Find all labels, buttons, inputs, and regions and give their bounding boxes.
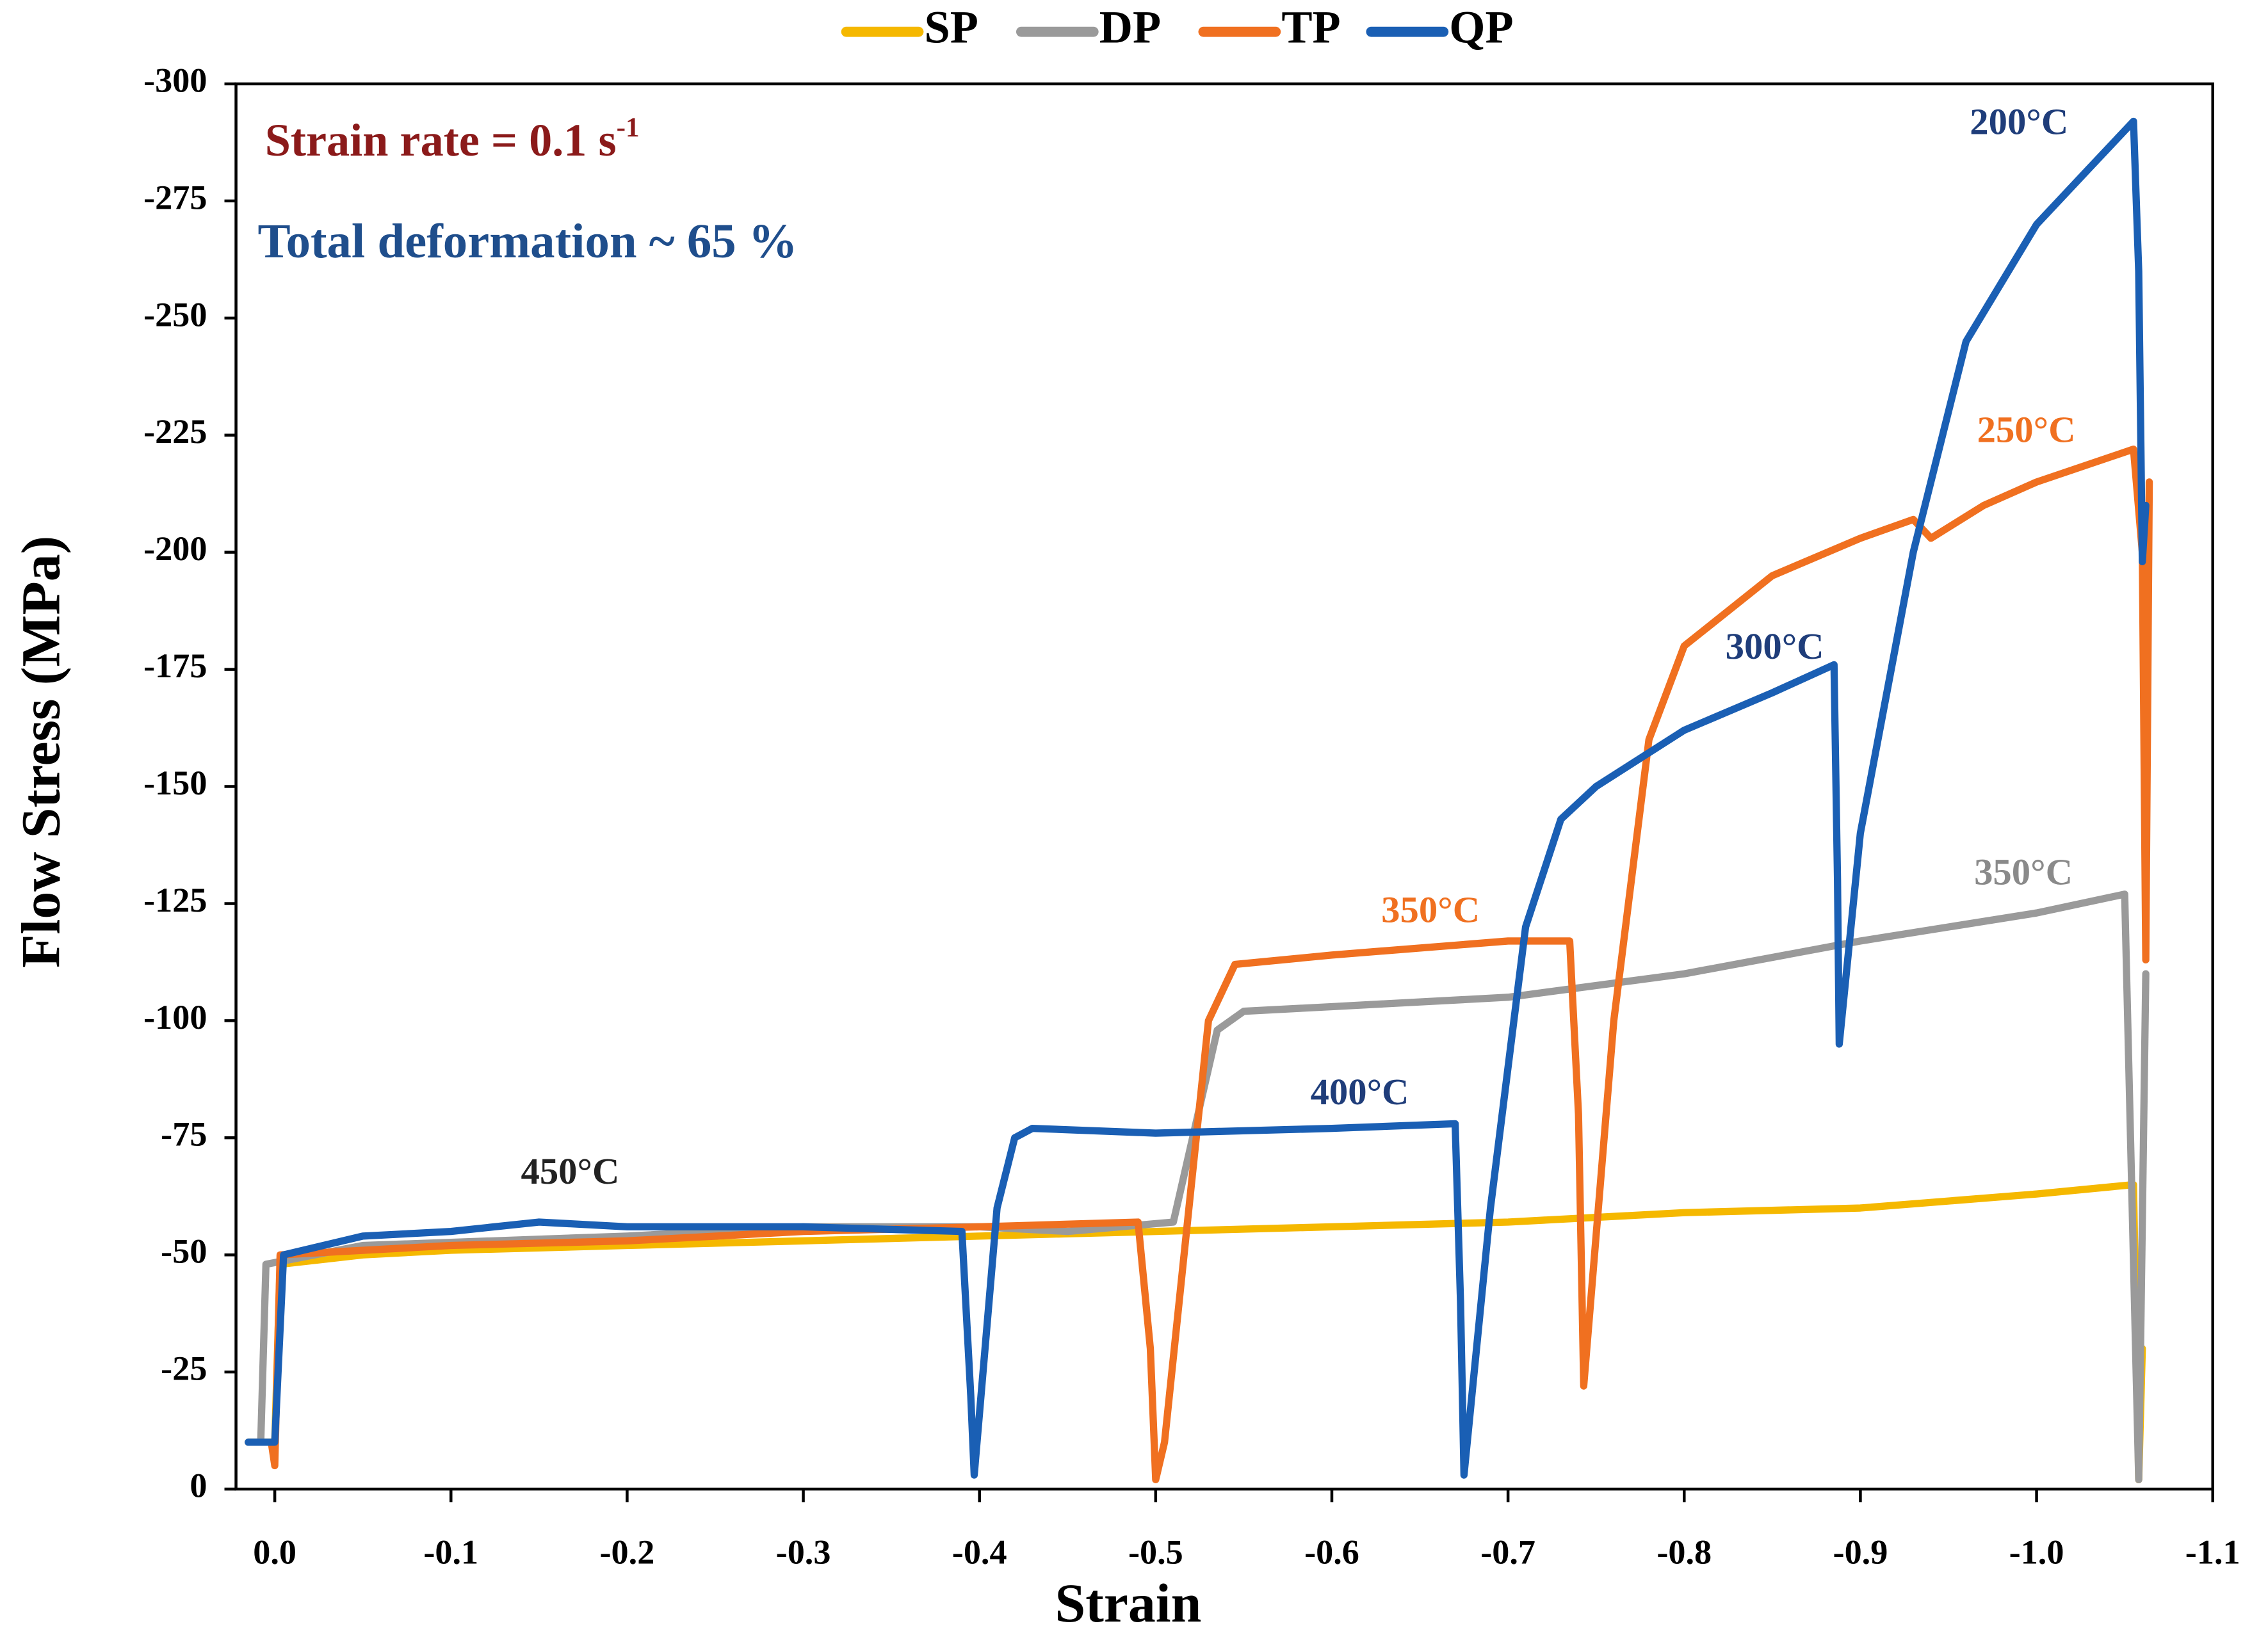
annotation-text: Total deformation ~ 65 % bbox=[257, 214, 797, 268]
y-tick-label: -50 bbox=[161, 1232, 207, 1271]
y-tick-label: -300 bbox=[143, 61, 207, 99]
x-tick-label: -0.4 bbox=[952, 1533, 1007, 1571]
annotation-superscript: -1 bbox=[617, 112, 640, 143]
y-tick-label: -100 bbox=[143, 998, 207, 1036]
annotation: 350°C bbox=[1974, 851, 2073, 893]
annotation-text: 250°C bbox=[1977, 409, 2076, 451]
x-tick-label: -1.1 bbox=[2185, 1533, 2240, 1571]
legend-label: QP bbox=[1449, 1, 1513, 52]
annotation-text: 450°C bbox=[521, 1150, 619, 1192]
annotation-text: 350°C bbox=[1381, 889, 1480, 931]
x-axis-title: Strain bbox=[1055, 1573, 1202, 1634]
y-tick-label: -125 bbox=[143, 881, 207, 919]
y-tick-label: -150 bbox=[143, 764, 207, 802]
x-tick-label: -1.0 bbox=[2009, 1533, 2064, 1571]
x-tick-label: -0.7 bbox=[1480, 1533, 1535, 1571]
annotation: 350°C bbox=[1381, 889, 1480, 931]
series-line bbox=[245, 117, 2150, 1479]
y-tick-label: -225 bbox=[143, 412, 207, 451]
y-tick-label: -175 bbox=[143, 647, 207, 685]
y-tick-label: 0 bbox=[190, 1467, 207, 1505]
annotation: 400°C bbox=[1311, 1071, 1409, 1113]
annotation-text: 200°C bbox=[1970, 101, 2068, 143]
legend-label: TP bbox=[1281, 1, 1340, 52]
annotation: 300°C bbox=[1726, 626, 1824, 668]
x-tick-label: -0.6 bbox=[1304, 1533, 1359, 1571]
series-line bbox=[268, 446, 2153, 1484]
series-line bbox=[245, 1180, 2146, 1484]
annotation: 200°C bbox=[1970, 101, 2068, 143]
x-tick-label: -0.5 bbox=[1128, 1533, 1183, 1571]
x-tick-label: -0.1 bbox=[423, 1533, 478, 1571]
annotation: Total deformation ~ 65 % bbox=[257, 214, 797, 268]
x-tick-label: -0.3 bbox=[776, 1533, 831, 1571]
y-tick-label: -275 bbox=[143, 178, 207, 216]
annotation: Strain rate = 0.1 s-1 bbox=[265, 112, 640, 165]
y-tick-label: -250 bbox=[143, 295, 207, 334]
legend-label: SP bbox=[925, 1, 978, 52]
y-tick-label: -25 bbox=[161, 1349, 207, 1388]
y-tick-label: -200 bbox=[143, 529, 207, 568]
plot-frame bbox=[234, 82, 2214, 1491]
legend-label: DP bbox=[1099, 1, 1161, 52]
annotation: 250°C bbox=[1977, 409, 2076, 451]
annotation-text: 300°C bbox=[1726, 626, 1824, 668]
annotation-text: 400°C bbox=[1311, 1071, 1409, 1113]
annotation: 450°C bbox=[521, 1150, 619, 1192]
y-tick-label: -75 bbox=[161, 1115, 207, 1154]
y-axis-title: Flow Stress (MPa) bbox=[10, 536, 71, 968]
x-tick-label: 0.0 bbox=[253, 1533, 296, 1571]
x-tick-label: -0.8 bbox=[1656, 1533, 1712, 1571]
annotation-text: Strain rate = 0.1 s bbox=[265, 114, 617, 165]
x-tick-label: -0.9 bbox=[1833, 1533, 1888, 1571]
annotation-text: 350°C bbox=[1974, 851, 2073, 893]
series-line bbox=[245, 890, 2150, 1484]
x-tick-label: -0.2 bbox=[600, 1533, 655, 1571]
